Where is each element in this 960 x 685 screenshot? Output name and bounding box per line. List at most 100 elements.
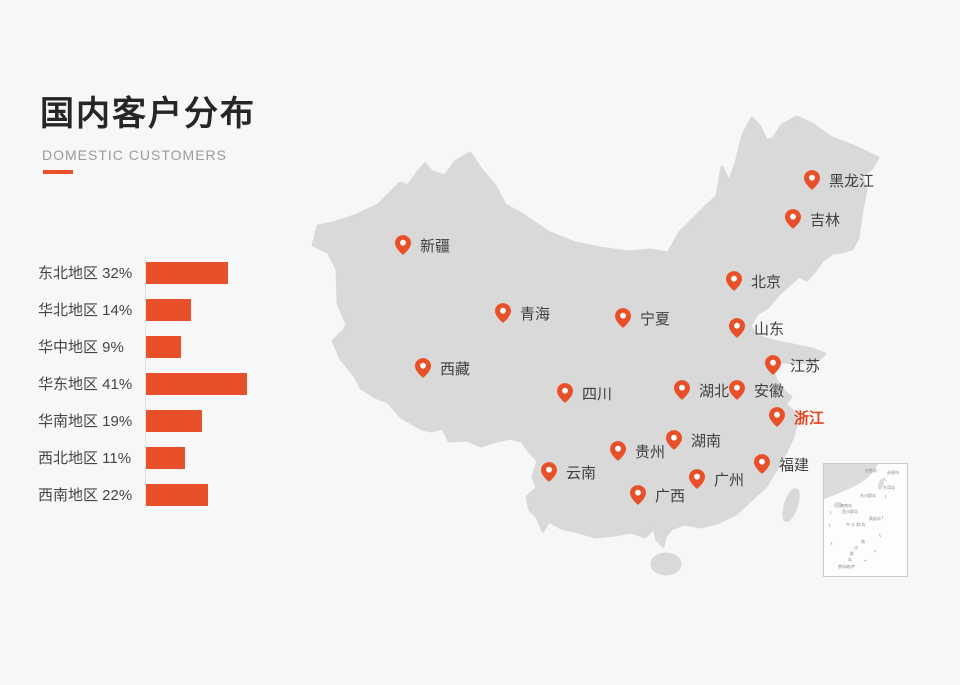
inset-label: 西沙群岛: [842, 508, 858, 514]
inset-label: 中 沙 群 岛: [846, 521, 865, 527]
bar-label: 华中地区 9%: [38, 339, 124, 356]
pin-label: 北京: [751, 273, 782, 291]
map-pin: 宁夏: [615, 308, 670, 328]
pin-label: 山东: [754, 320, 785, 338]
bar-label: 西南地区 22%: [38, 487, 133, 504]
inset-label: 南: [861, 538, 865, 544]
bar-row: 华南地区 19%: [38, 402, 288, 439]
map-pin: 青海: [495, 303, 550, 323]
map-pin: 四川: [557, 383, 612, 403]
inset-hainan-shape: [833, 502, 843, 508]
pin-label: 广西: [655, 487, 686, 505]
map-pin-icon: [726, 271, 742, 291]
pin-label: 吉林: [810, 211, 841, 229]
map-pin-icon: [395, 235, 411, 255]
title-accent-rule: [43, 170, 73, 174]
map-pin: 云南: [541, 462, 596, 482]
pin-label: 四川: [582, 385, 613, 403]
map-pin-icon: [495, 303, 511, 323]
map-pin-icon: [769, 407, 785, 427]
bar: [146, 335, 181, 358]
bar-label: 西北地区 11%: [38, 450, 132, 467]
pin-label: 广州: [714, 471, 745, 489]
map-pin: 湖南: [666, 430, 721, 450]
china-mainland-shape: [311, 115, 880, 548]
map-pin-icon: [765, 355, 781, 375]
map-pin-icon: [674, 380, 690, 400]
map-pin: 北京: [726, 271, 781, 291]
map-pin-icon: [615, 308, 631, 328]
map-pin: 广西: [630, 485, 685, 505]
page-subtitle: DOMESTIC CUSTOMERS: [42, 147, 227, 163]
bar-label: 华北地区 14%: [38, 302, 133, 319]
pin-label: 贵州: [635, 443, 666, 461]
map-pin: 西藏: [415, 358, 470, 378]
bar-row: 西北地区 11%: [38, 439, 288, 476]
inset-label: 东沙群岛: [860, 492, 876, 498]
bar: [146, 298, 191, 321]
bar-chart-axis: [145, 256, 146, 508]
map-pin-icon: [541, 462, 557, 482]
pin-label: 宁夏: [640, 310, 671, 328]
inset-label: 曾母暗沙: [838, 563, 854, 569]
inset-label: 沙: [854, 545, 858, 550]
map-pin-icon: [666, 430, 682, 450]
inset-label: 群: [850, 550, 854, 556]
map-pin-icon: [610, 441, 626, 461]
taiwan-island-shape: [782, 488, 800, 522]
map-pin: 广州: [689, 469, 744, 489]
bar-label: 华东地区 41%: [38, 376, 133, 393]
map-pin-icon: [630, 485, 646, 505]
map-pin-icon: [689, 469, 705, 489]
pin-label: 湖北: [699, 382, 730, 400]
pin-label: 福建: [779, 456, 810, 474]
region-bar-chart: 东北地区 32% 华北地区 14% 华中地区 9% 华东地区 41% 华南地区 19% 西…: [38, 254, 288, 513]
map-pin: 贵州: [610, 441, 665, 461]
bar-row: 华东地区 41%: [38, 365, 288, 402]
map-pin-icon: [415, 358, 431, 378]
pin-label: 黑龙江: [829, 172, 875, 190]
map-pin: 山东: [729, 318, 784, 338]
map-pin: 福建: [754, 454, 809, 474]
bar-row: 华中地区 9%: [38, 328, 288, 365]
inset-mainland-shape: [824, 464, 878, 499]
inset-label: 海南岛: [840, 502, 852, 508]
bar-row: 东北地区 32%: [38, 254, 288, 291]
map-pin-icon: [557, 383, 573, 403]
inset-taiwan-shape: [877, 478, 885, 490]
pin-label: 青海: [520, 305, 551, 323]
map-pin: 浙江: [769, 407, 824, 427]
pin-label: 新疆: [420, 237, 451, 255]
bar: [146, 261, 228, 284]
page-title: 国内客户分布: [40, 95, 256, 133]
pin-label: 安徽: [754, 382, 785, 400]
inset-label: 岛: [848, 556, 852, 562]
bar: [146, 446, 185, 469]
south-china-sea-inset: 钓鱼岛 赤尾屿 台湾岛 东沙群岛 海南岛 西沙群岛 黄岩岛中 沙 群 岛南沙群岛曾母暗沙: [823, 463, 908, 577]
pin-label: 湖南: [691, 432, 722, 450]
bar-label: 东北地区 32%: [38, 265, 133, 282]
map-pin: 湖北: [674, 380, 729, 400]
pin-label: 江苏: [790, 357, 821, 375]
bar-row: 华北地区 14%: [38, 291, 288, 328]
bar-label: 华南地区 19%: [38, 413, 133, 430]
nine-dash-line: [828, 477, 887, 567]
hainan-island-shape: [650, 552, 682, 576]
map-pin-icon: [785, 209, 801, 229]
map-pin: 江苏: [765, 355, 820, 375]
pin-label: 浙江: [794, 409, 825, 427]
inset-label: 台湾岛: [883, 484, 895, 490]
map-pin-icon: [729, 380, 745, 400]
inset-label: 钓鱼岛: [865, 467, 877, 473]
pin-label: 云南: [566, 464, 597, 482]
map-pin-icon: [754, 454, 770, 474]
map-pin: 安徽: [729, 380, 784, 400]
bar: [146, 409, 202, 432]
pin-label: 西藏: [440, 360, 471, 378]
bar-row: 西南地区 22%: [38, 476, 288, 513]
bar: [146, 483, 208, 506]
map-pin: 黑龙江: [804, 170, 874, 190]
